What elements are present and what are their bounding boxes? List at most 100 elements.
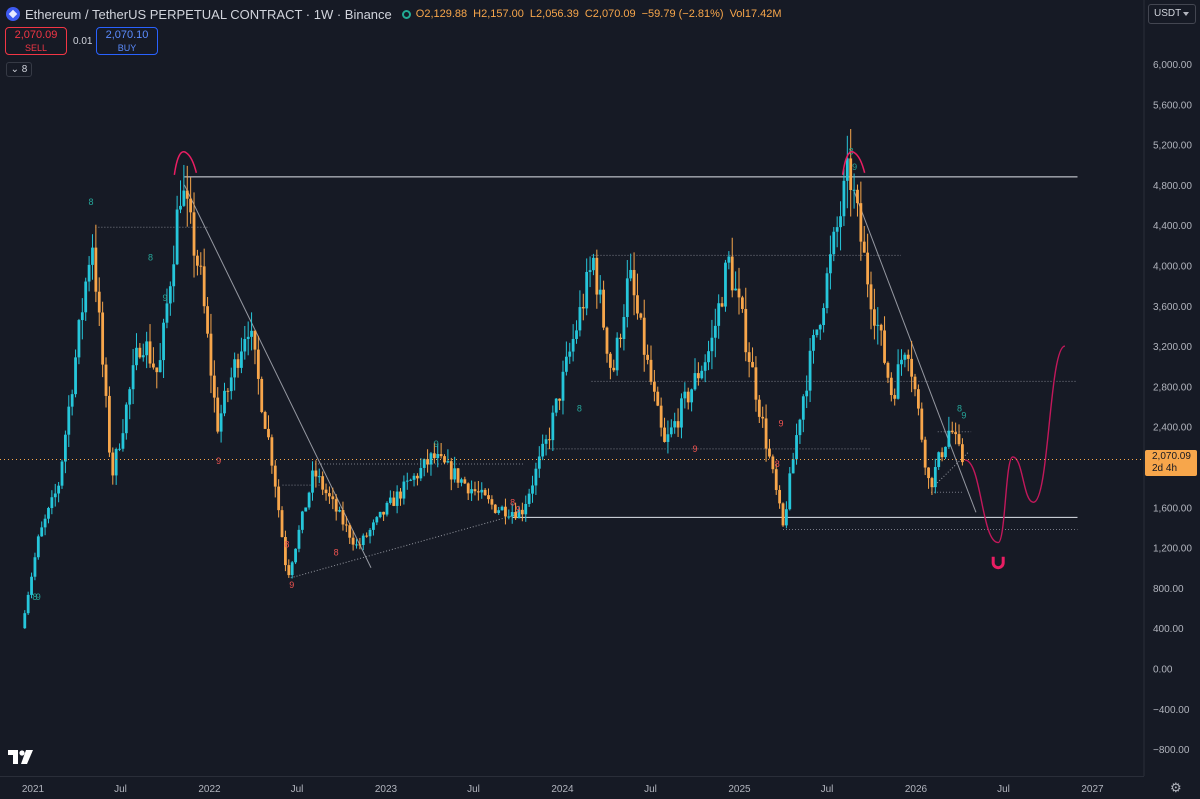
- candle-body: [422, 459, 426, 468]
- candle-body: [910, 358, 914, 377]
- candle-body: [564, 356, 568, 372]
- candle-body: [734, 288, 738, 291]
- currency-select[interactable]: USDT: [1148, 4, 1196, 24]
- time-tick-label: 2024: [551, 784, 574, 795]
- candle-body: [852, 189, 856, 191]
- candle-body: [866, 252, 870, 285]
- tradingview-logo[interactable]: [8, 750, 34, 764]
- time-tick-label: 2022: [198, 784, 221, 795]
- candle-body: [402, 481, 406, 499]
- settings-gear-icon[interactable]: ⚙: [1170, 780, 1182, 795]
- candle-body: [676, 421, 680, 428]
- change-value: −59.79 (−2.81%): [641, 8, 724, 20]
- candle-body: [223, 390, 226, 414]
- time-tick-label: 2027: [1081, 784, 1104, 795]
- candle-body: [771, 456, 775, 470]
- candle-body: [933, 467, 937, 488]
- candle-body: [812, 335, 815, 351]
- candle-body: [162, 322, 165, 361]
- candle-body: [585, 271, 589, 309]
- candle-body: [104, 364, 108, 396]
- candle-body: [693, 373, 697, 390]
- time-tick-label: Jul: [467, 784, 480, 795]
- price-tick-label: 1,600.00: [1153, 503, 1192, 514]
- candle-body: [175, 209, 179, 265]
- candle-body: [277, 486, 281, 511]
- candle-body: [504, 506, 507, 517]
- candle-body: [798, 419, 802, 436]
- indicators-toggle[interactable]: ⌄ 8: [6, 62, 32, 77]
- candle-body: [605, 327, 609, 354]
- candle-body: [36, 536, 40, 558]
- candle-body: [290, 562, 294, 576]
- candle-body: [869, 284, 873, 310]
- candle-body: [696, 373, 700, 379]
- candle-body: [608, 353, 612, 368]
- time-axis-panel[interactable]: [0, 776, 1200, 799]
- market-status-icon[interactable]: [401, 9, 411, 19]
- candle-body: [828, 254, 832, 274]
- candles: [23, 129, 964, 629]
- candle-body: [497, 510, 501, 513]
- candle-body: [219, 413, 223, 432]
- candle-body: [781, 503, 785, 526]
- candle-body: [744, 308, 748, 353]
- candle-body: [212, 375, 216, 398]
- candle-body: [872, 309, 876, 326]
- candle-body: [568, 351, 572, 357]
- candle-body: [74, 357, 77, 395]
- candle-body: [961, 444, 964, 463]
- candle-body: [920, 408, 924, 440]
- candle-body: [206, 306, 209, 334]
- spread-value: 0.01: [73, 36, 93, 47]
- candle-body: [842, 180, 846, 217]
- candle-body: [385, 502, 389, 515]
- candle-body: [80, 312, 84, 321]
- candle-body: [724, 262, 727, 307]
- candle-body: [876, 324, 880, 326]
- candle-body: [324, 489, 328, 494]
- projection-path: [964, 345, 1066, 544]
- close-value: C2,070.09: [584, 8, 636, 20]
- candle-body: [152, 363, 155, 368]
- candle-body: [768, 448, 771, 457]
- candle-body: [382, 511, 385, 515]
- price-tick-label: 400.00: [1153, 624, 1184, 635]
- candle-body: [537, 456, 541, 469]
- price-scale-panel[interactable]: [1144, 0, 1200, 799]
- annotations: [173, 151, 1066, 570]
- magnet-icon: [991, 556, 1005, 570]
- candle-body: [368, 529, 372, 537]
- buy-button[interactable]: 2,070.10 BUY: [96, 27, 158, 55]
- time-tick-label: Jul: [644, 784, 657, 795]
- candle-body: [730, 256, 734, 291]
- candle-body: [761, 416, 765, 419]
- candle-body: [243, 339, 247, 352]
- candle-body: [883, 330, 886, 363]
- time-tick-label: Jul: [114, 784, 127, 795]
- price-tick-label: 4,000.00: [1153, 262, 1192, 273]
- candle-body: [937, 452, 941, 468]
- sell-button[interactable]: 2,070.09 SELL: [5, 27, 67, 55]
- candle-body: [764, 418, 768, 449]
- candle-body: [801, 396, 805, 420]
- candle-body: [778, 489, 782, 504]
- price-tick-label: 6,000.00: [1153, 60, 1192, 71]
- candle-body: [165, 303, 169, 323]
- candle-body: [446, 461, 450, 463]
- price-tick-label: 5,600.00: [1153, 100, 1192, 111]
- sequential-count-label: 9: [692, 444, 697, 454]
- last-price-value: 2,070.09: [1152, 451, 1191, 462]
- candle-body: [571, 338, 575, 352]
- candle-body: [399, 491, 402, 499]
- candle-body: [307, 492, 311, 508]
- candle-body: [612, 367, 616, 371]
- candle-body: [649, 359, 653, 382]
- candle-body: [40, 527, 44, 537]
- candle-body: [862, 241, 866, 253]
- candle-body: [510, 512, 514, 517]
- candle-body: [460, 479, 463, 483]
- symbol-title[interactable]: Ethereum / TetherUS PERPETUAL CONTRACT ·…: [25, 6, 392, 22]
- candle-body: [67, 406, 71, 435]
